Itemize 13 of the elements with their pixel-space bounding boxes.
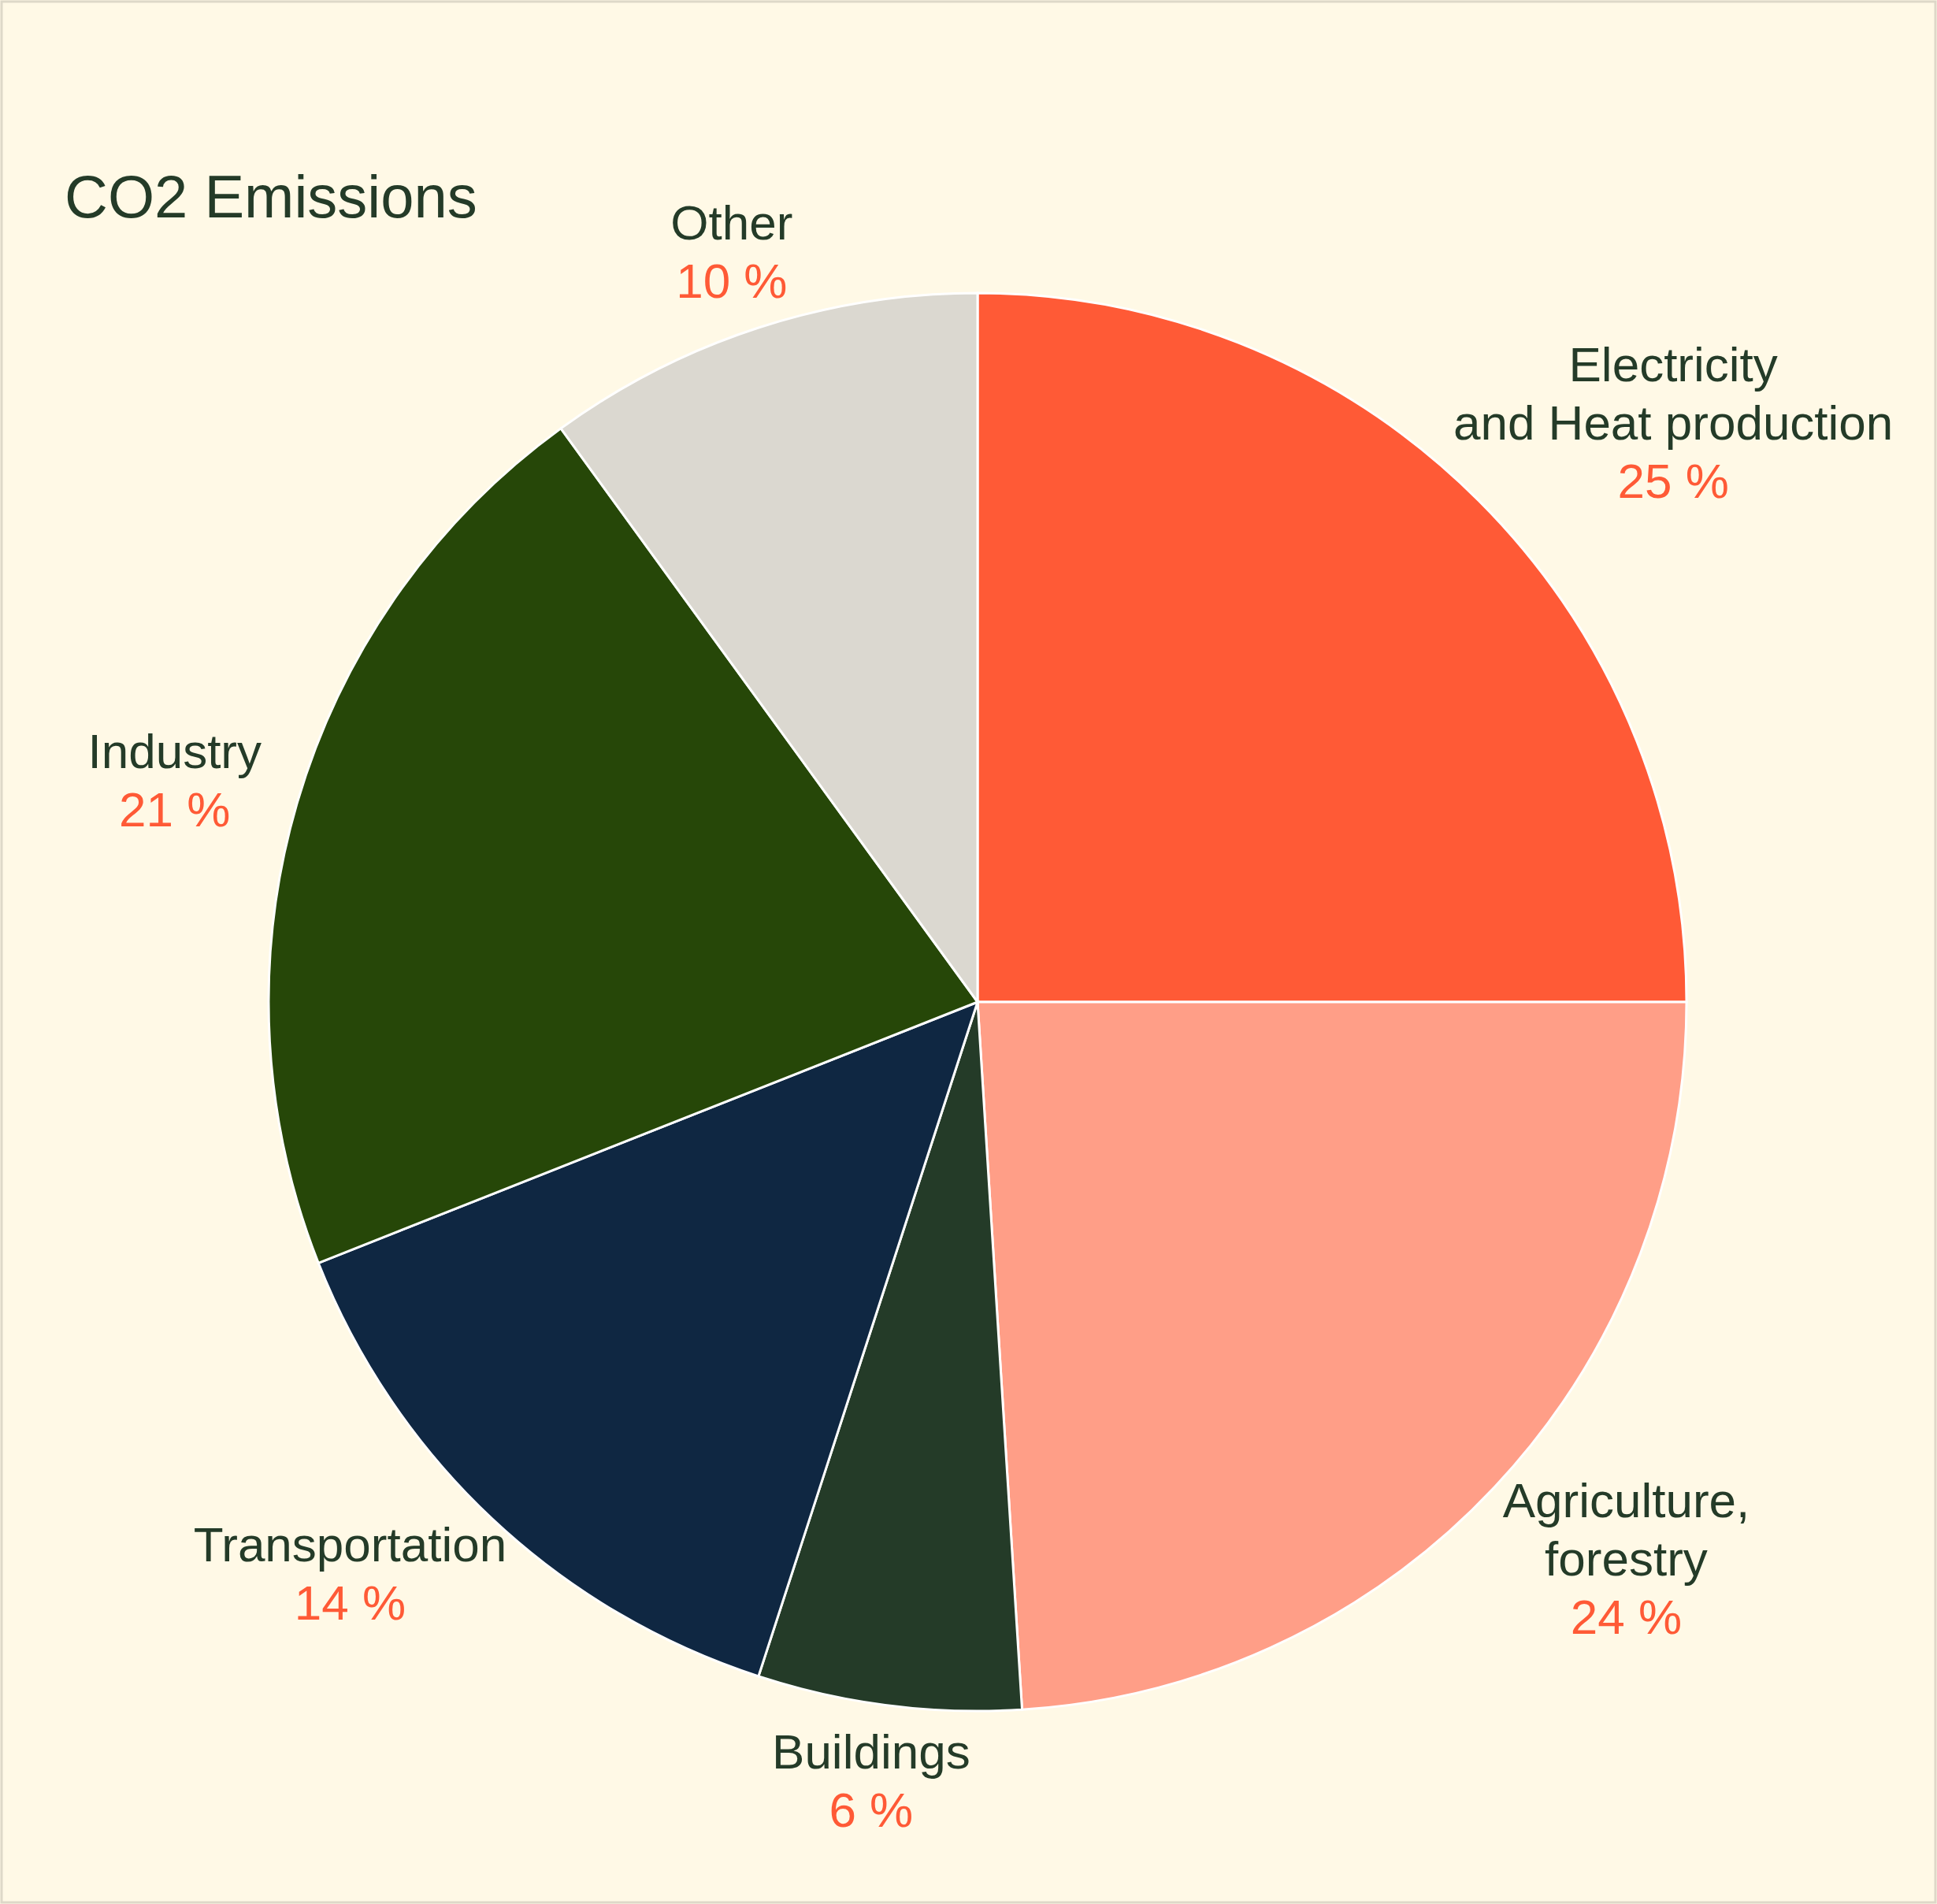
- slice-label: Electricity and Heat production: [1453, 337, 1894, 451]
- slice-label: Transportation: [193, 1517, 507, 1572]
- slice-label: Other: [670, 195, 793, 250]
- data-label: 21 %: [119, 782, 231, 837]
- slice-label: Agriculture, forestry: [1502, 1473, 1750, 1587]
- data-label: 14 %: [294, 1576, 406, 1631]
- chart-title: CO2 Emissions: [65, 163, 477, 230]
- slice-label: Industry: [87, 724, 262, 779]
- data-label: 6 %: [829, 1783, 914, 1838]
- data-label: 24 %: [1570, 1590, 1683, 1645]
- slice-label: Buildings: [772, 1724, 970, 1780]
- data-label: 25 %: [1617, 454, 1729, 509]
- data-label: 10 %: [676, 253, 788, 308]
